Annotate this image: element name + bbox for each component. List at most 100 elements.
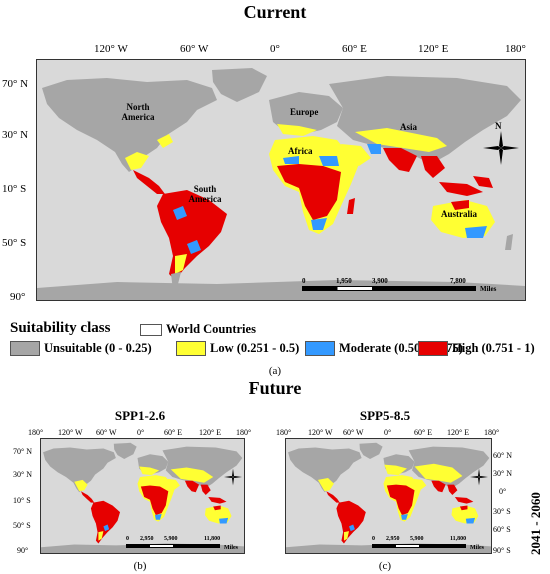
lon-tick: 0° bbox=[137, 428, 145, 437]
scale-bar-segments bbox=[126, 544, 220, 548]
scale-label: 5,900 bbox=[164, 536, 178, 542]
lat-tick: 70° N bbox=[2, 78, 29, 90]
caption-c: (c) bbox=[378, 560, 392, 572]
lon-tick: 0° bbox=[384, 428, 392, 437]
legend-world-countries: World Countries bbox=[140, 322, 256, 337]
legend-label: Unsuitable (0 - 0.25) bbox=[44, 341, 152, 355]
sea-islands bbox=[439, 182, 483, 196]
antarctica-land bbox=[37, 280, 525, 300]
scale-bar-b: 0 2,950 5,900 11,800 bbox=[126, 536, 222, 552]
legend-item: High (0.751 - 1) bbox=[418, 341, 535, 356]
label-europe: Europe bbox=[290, 107, 319, 117]
asia-low bbox=[355, 128, 447, 152]
sa-moderate-2 bbox=[187, 240, 201, 254]
map-c-svg bbox=[286, 442, 491, 553]
lon-tick: 120° E bbox=[418, 43, 449, 55]
legend-item: Unsuitable (0 - 0.25) bbox=[10, 341, 152, 356]
lon-tick: 60° W bbox=[343, 428, 364, 437]
arabia-land bbox=[341, 144, 371, 166]
label-south-america: South America bbox=[188, 184, 222, 204]
lat-tick: 50° S bbox=[13, 521, 31, 530]
lat-tick: 30° N bbox=[493, 469, 512, 478]
scale-label: 2,950 bbox=[140, 536, 154, 542]
legend-swatch bbox=[305, 341, 335, 356]
compass-icon bbox=[483, 131, 519, 165]
lat-tick: 10° S bbox=[13, 496, 31, 505]
legend-title: Suitability class bbox=[10, 320, 111, 336]
scale-label: 0 bbox=[372, 536, 375, 542]
current-title: Current bbox=[243, 2, 307, 22]
europe-land bbox=[269, 92, 343, 134]
asia-high-2 bbox=[421, 156, 445, 178]
lat-tick: 60° N bbox=[493, 451, 512, 460]
compass-icon bbox=[470, 468, 488, 486]
africa-moderate bbox=[283, 156, 299, 164]
africa-moderate-3 bbox=[311, 218, 327, 230]
legend-swatch bbox=[176, 341, 206, 356]
lon-tick: 180° bbox=[484, 428, 500, 437]
lat-tick: 90° bbox=[10, 291, 26, 303]
greenland-land bbox=[212, 68, 267, 102]
compass-c bbox=[470, 468, 488, 491]
legend-swatch bbox=[140, 323, 162, 336]
scale-units: Miles bbox=[224, 545, 238, 551]
future-title: Future bbox=[248, 378, 302, 398]
scale-units: Miles bbox=[470, 545, 484, 551]
na-low bbox=[125, 152, 149, 170]
scale-units: Miles bbox=[480, 285, 497, 293]
lon-tick: 60° E bbox=[342, 43, 367, 55]
new-zealand bbox=[505, 234, 513, 250]
lon-tick: 120° W bbox=[58, 428, 83, 437]
africa-high bbox=[277, 164, 341, 220]
legend-label: Low (0.251 - 0.5) bbox=[210, 341, 300, 355]
europe-low bbox=[277, 124, 317, 136]
legend-swatch bbox=[10, 341, 40, 356]
lat-tick: 10° S bbox=[2, 183, 27, 195]
scale-label: 1,950 bbox=[336, 277, 352, 285]
lon-tick: 120° W bbox=[308, 428, 333, 437]
compass-b bbox=[224, 468, 242, 491]
legend-label: World Countries bbox=[166, 322, 256, 336]
scale-label: 11,800 bbox=[450, 536, 467, 542]
scale-label: 3,900 bbox=[372, 277, 388, 285]
lon-tick: 120° E bbox=[199, 428, 222, 437]
scale-bar-c: 0 2,950 5,900 11,800 bbox=[372, 536, 468, 552]
asia-high bbox=[383, 148, 417, 172]
africa-moderate-2 bbox=[319, 156, 339, 166]
lat-tick: 30° N bbox=[2, 129, 29, 141]
caption-a: (a) bbox=[268, 365, 282, 377]
lon-tick: 60° E bbox=[164, 428, 183, 437]
scale-bar-segments bbox=[372, 544, 466, 548]
lat-tick: 60° S bbox=[493, 525, 511, 534]
current-map bbox=[36, 59, 526, 301]
madagascar bbox=[347, 198, 355, 214]
na-low-2 bbox=[157, 134, 173, 148]
lon-tick: 60° W bbox=[180, 43, 209, 55]
north-america-land bbox=[42, 78, 217, 172]
lon-tick: 60° W bbox=[96, 428, 117, 437]
lat-tick: 50° S bbox=[2, 237, 27, 249]
subtitle-b: SPP1-2.6 bbox=[114, 408, 166, 423]
scale-bar-segments bbox=[302, 286, 476, 291]
label-australia: Australia bbox=[441, 209, 477, 219]
label-asia: Asia bbox=[400, 122, 418, 132]
sa-moderate bbox=[173, 206, 187, 220]
lat-tick: 90° S bbox=[493, 546, 511, 555]
scale-label: 2,950 bbox=[386, 536, 400, 542]
scale-label: 0 bbox=[126, 536, 129, 542]
lat-tick: 90° bbox=[17, 546, 29, 555]
lon-tick: 120° W bbox=[94, 43, 128, 55]
australia-high bbox=[451, 200, 469, 210]
compass-icon bbox=[224, 468, 242, 486]
lat-tick: 30° S bbox=[493, 507, 511, 516]
scale-label: 0 bbox=[302, 277, 306, 285]
scale-label: 11,800 bbox=[204, 536, 221, 542]
central-america-land bbox=[133, 170, 165, 194]
lon-tick: 60° E bbox=[414, 428, 433, 437]
map-b bbox=[40, 438, 245, 554]
period-label: 2041 - 2060 bbox=[528, 492, 543, 555]
legend-label: High (0.751 - 1) bbox=[452, 341, 535, 355]
label-africa: Africa bbox=[288, 146, 313, 156]
lon-tick: 180° bbox=[28, 428, 44, 437]
label-north-america: North America bbox=[121, 102, 155, 122]
